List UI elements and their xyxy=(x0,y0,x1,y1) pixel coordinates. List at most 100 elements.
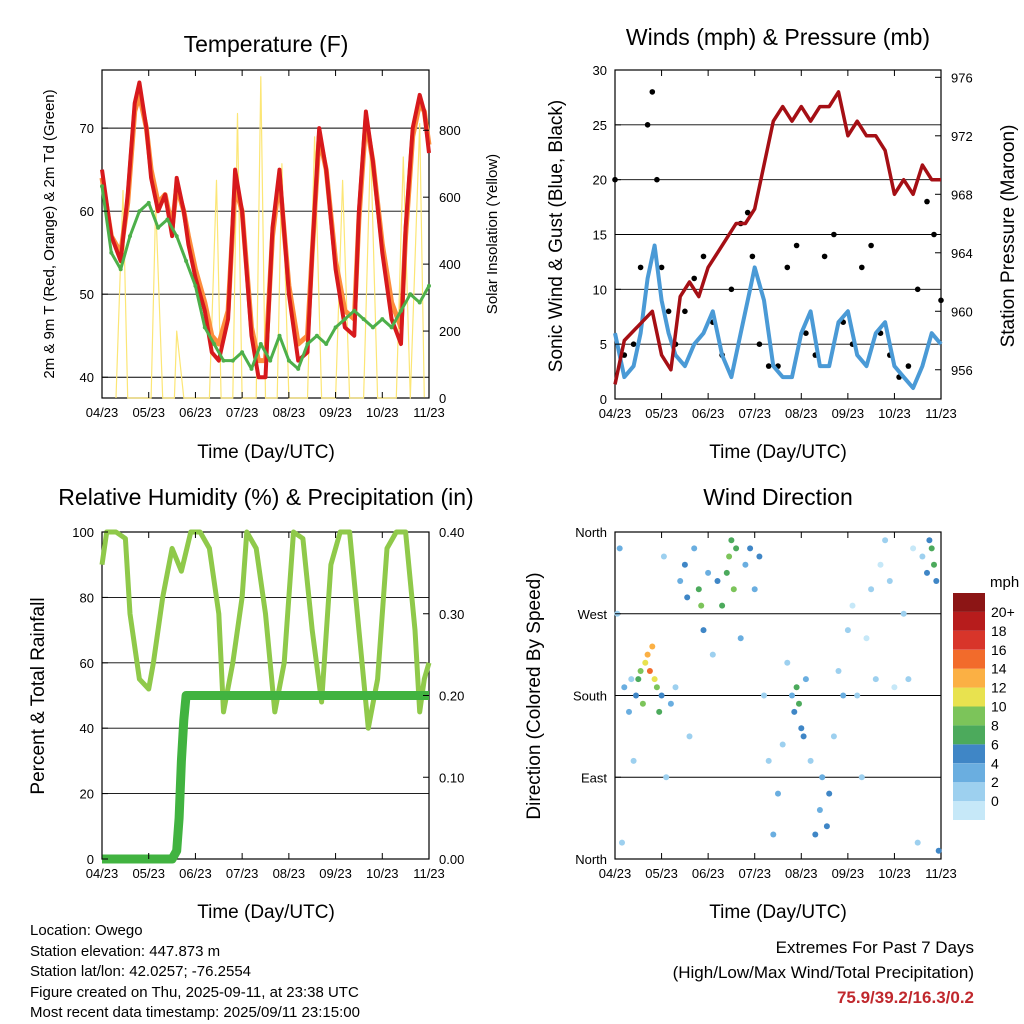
direction-point xyxy=(844,627,851,634)
gust-point xyxy=(749,253,756,260)
winds-y-label: Sonic Wind & Gust (Blue, Black) xyxy=(546,100,567,372)
direction-point xyxy=(935,847,942,854)
direction-point xyxy=(616,545,623,552)
extremes-subheading: (High/Low/Max Wind/Total Precipitation) xyxy=(672,963,974,982)
direction-point xyxy=(872,676,879,683)
y-tick-label: 15 xyxy=(593,228,607,243)
y-tick-label: 60 xyxy=(80,656,94,671)
direction-point xyxy=(663,774,670,781)
legend-label: 0 xyxy=(991,793,999,809)
direction-point xyxy=(891,684,898,691)
x-tick-label: 11/23 xyxy=(413,405,445,420)
direction-point xyxy=(626,708,632,715)
y2-tick-label: 600 xyxy=(439,190,461,205)
direction-point xyxy=(905,676,912,683)
y-tick-label: 10 xyxy=(593,282,607,297)
y2-tick-label: 200 xyxy=(439,324,461,339)
direction-point xyxy=(714,578,721,584)
winds-x-ticks: 04/23 05/23 06/23 07/23 08/23 09/23 10/23 11/23 xyxy=(599,70,957,421)
humidity-y-label: Percent & Total Rainfall xyxy=(28,597,49,794)
dewpoint-point xyxy=(221,358,226,363)
direction-point xyxy=(779,741,786,748)
gust-point xyxy=(868,242,874,249)
gust-point xyxy=(665,308,672,315)
y2-tick-label: 0.30 xyxy=(439,607,464,622)
direction-speed-legend: 0 2 4 6 8 10 12 14 16 18 20+ xyxy=(953,593,1015,820)
dewpoint-point xyxy=(249,366,254,371)
direction-point xyxy=(633,692,639,699)
x-tick-label: 10/23 xyxy=(878,406,911,421)
gust-point xyxy=(644,122,651,128)
direction-point xyxy=(695,586,702,593)
humidity-y2-ticks: 0.00 0.10 0.20 0.30 0.40 xyxy=(423,525,464,867)
legend-label: 18 xyxy=(991,623,1007,639)
dewpoint-point xyxy=(408,292,413,297)
y-tick-label: East xyxy=(581,770,607,785)
gust-point xyxy=(744,209,751,216)
y-tick-label: 0 xyxy=(600,392,607,407)
winds-x-label: Time (Day/UTC) xyxy=(709,442,847,463)
legend-label: 20+ xyxy=(991,604,1015,620)
direction-point xyxy=(765,757,772,764)
direction-point xyxy=(784,659,791,666)
dewpoint-point xyxy=(109,250,114,255)
x-tick-label: 07/23 xyxy=(738,866,771,881)
gust-point xyxy=(821,253,828,260)
direction-point xyxy=(639,700,646,707)
direction-point xyxy=(761,692,767,699)
dewpoint-point xyxy=(193,283,198,288)
gust-point xyxy=(765,363,772,369)
dewpoint-point xyxy=(146,200,151,205)
winds-series xyxy=(612,89,944,390)
direction-point xyxy=(926,537,933,544)
direction-point xyxy=(849,602,856,609)
x-tick-label: 08/23 xyxy=(273,866,306,881)
legend-label: 10 xyxy=(991,699,1007,715)
direction-point xyxy=(686,733,693,740)
gust-point xyxy=(756,341,763,348)
direction-point xyxy=(830,733,837,740)
x-tick-label: 06/23 xyxy=(692,406,725,421)
direction-scatter xyxy=(614,537,942,854)
legend-label: 14 xyxy=(991,661,1007,677)
direction-point xyxy=(868,586,875,593)
direction-point xyxy=(816,807,823,813)
dewpoint-point xyxy=(286,358,291,363)
y-tick-label: 30 xyxy=(593,63,607,78)
direction-point xyxy=(823,823,830,830)
y-tick-label: 25 xyxy=(593,118,607,133)
x-tick-label: 05/23 xyxy=(132,866,165,881)
direction-point xyxy=(646,668,653,674)
x-tick-label: 05/23 xyxy=(132,405,165,420)
x-tick-label: 08/23 xyxy=(785,866,818,881)
y2-tick-label: 976 xyxy=(951,70,973,85)
temperature-title: Temperature (F) xyxy=(184,31,349,57)
dewpoint-point xyxy=(128,234,132,239)
direction-point xyxy=(642,659,649,666)
direction-legend-title: mph xyxy=(990,574,1019,591)
dewpoint-point xyxy=(314,333,319,338)
direction-point xyxy=(789,692,795,699)
gust-point xyxy=(924,198,930,205)
direction-point xyxy=(882,537,889,544)
y-tick-label: 5 xyxy=(600,337,607,352)
legend-swatch xyxy=(953,744,985,764)
direction-point xyxy=(863,635,870,642)
direction-point xyxy=(737,635,744,642)
y-tick-label: North xyxy=(575,525,607,540)
y-tick-label: 80 xyxy=(80,590,94,605)
legend-swatch xyxy=(953,725,985,745)
direction-point xyxy=(807,757,814,764)
dewpoint-point xyxy=(277,333,282,338)
direction-point xyxy=(910,545,917,552)
direction-point xyxy=(835,668,842,674)
direction-point xyxy=(698,602,705,609)
y-tick-label: South xyxy=(573,689,607,704)
direction-point xyxy=(775,790,781,797)
temperature-panel: Temperature (F) 04/23 05/23 06/23 07/23 08/2… xyxy=(41,31,501,463)
x-tick-label: 06/23 xyxy=(692,866,725,881)
temp-2m-line xyxy=(100,80,431,380)
direction-y-label: Direction (Colored By Speed) xyxy=(524,572,545,819)
gust-point xyxy=(649,89,656,95)
